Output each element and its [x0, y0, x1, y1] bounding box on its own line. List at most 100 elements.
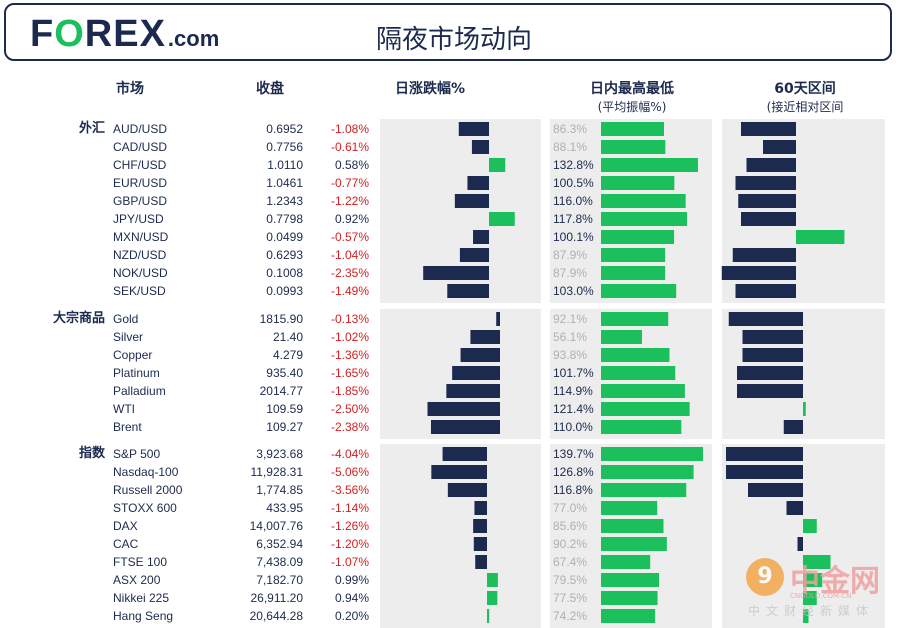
- intraday-range-bar: [601, 519, 664, 533]
- close-value: 14,007.76: [250, 519, 304, 533]
- instrument-name: NZD/USD: [113, 248, 167, 262]
- watermark-logo-icon: 9: [746, 558, 784, 596]
- range60-bar: [803, 402, 806, 416]
- daily-change-bar: [473, 230, 489, 244]
- instrument-name: ASX 200: [113, 573, 161, 587]
- intraday-range-label: 79.5%: [553, 573, 587, 587]
- daily-change-bar: [496, 312, 500, 326]
- intraday-range-bar: [601, 158, 698, 172]
- intraday-range-label: 87.9%: [553, 248, 587, 262]
- daily-change-bar: [447, 284, 489, 298]
- intraday-range-bar: [601, 212, 687, 226]
- daily-change-bar: [471, 140, 489, 154]
- close-value: 1815.90: [260, 312, 304, 326]
- close-value: 2014.77: [260, 384, 304, 398]
- intraday-range-bar: [601, 366, 676, 380]
- header-banner: FOREX.com 隔夜市场动向: [4, 3, 892, 61]
- instrument-name: Palladium: [113, 384, 166, 398]
- intraday-range-label: 126.8%: [553, 465, 594, 479]
- change-value: -1.26%: [331, 519, 369, 533]
- close-value: 11,928.31: [251, 465, 304, 479]
- daily-change-bar: [423, 266, 489, 280]
- intraday-range-bar: [601, 266, 666, 280]
- change-value: -1.04%: [331, 248, 369, 262]
- close-value: 0.1008: [266, 266, 303, 280]
- change-value: -2.50%: [331, 402, 369, 416]
- intraday-range-label: 90.2%: [553, 537, 587, 551]
- intraday-range-bar: [601, 555, 651, 569]
- change-value: 0.58%: [335, 158, 369, 172]
- close-value: 7,438.09: [256, 555, 303, 569]
- intraday-range-label: 117.8%: [553, 212, 593, 226]
- close-value: 20,644.28: [250, 609, 304, 623]
- change-value: -1.08%: [331, 122, 369, 136]
- intraday-range-label: 114.9%: [553, 384, 593, 398]
- intraday-range-bar: [601, 465, 694, 479]
- daily-change-bar: [473, 537, 487, 551]
- instrument-name: DAX: [113, 519, 138, 533]
- intraday-range-bar: [601, 420, 682, 434]
- close-value: 109.59: [266, 402, 303, 416]
- close-value: 0.7756: [266, 140, 303, 154]
- daily-change-bar: [487, 573, 498, 587]
- range60-bar: [742, 330, 803, 344]
- column-subheader-60day-range: (接近相对区间: [766, 100, 844, 114]
- close-value: 109.27: [266, 420, 303, 434]
- instrument-name: Nikkei 225: [113, 591, 169, 605]
- range60-bar: [726, 465, 803, 479]
- range60-bar: [803, 519, 817, 533]
- close-value: 0.6952: [266, 122, 303, 136]
- intraday-range-bar: [601, 537, 667, 551]
- change-value: -1.65%: [331, 366, 369, 380]
- instrument-name: Nasdaq-100: [113, 465, 179, 479]
- change-value: -0.61%: [331, 140, 369, 154]
- instrument-name: Russell 2000: [113, 483, 183, 497]
- intraday-range-label: 93.8%: [553, 348, 587, 362]
- watermark: 9 中金网 CNGOLD.COM.CN 中文财经新媒体: [746, 552, 896, 622]
- daily-change-bar: [489, 158, 506, 172]
- close-value: 26,911.20: [251, 591, 304, 605]
- instrument-name: NOK/USD: [113, 266, 168, 280]
- intraday-range-bar: [601, 330, 642, 344]
- intraday-range-label: 77.0%: [553, 501, 587, 515]
- close-value: 21.40: [273, 330, 303, 344]
- instrument-name: WTI: [113, 402, 135, 416]
- close-value: 4.279: [273, 348, 303, 362]
- instrument-name: CHF/USD: [113, 158, 167, 172]
- range60-bar: [797, 537, 803, 551]
- daily-change-bar: [470, 330, 500, 344]
- change-value: -1.85%: [331, 384, 369, 398]
- close-value: 433.95: [266, 501, 303, 515]
- intraday-range-bar: [601, 609, 656, 623]
- range60-bar: [763, 140, 796, 154]
- instrument-name: STOXX 600: [113, 501, 177, 515]
- range60-bar: [741, 212, 796, 226]
- daily-change-bar: [474, 501, 487, 515]
- intraday-range-label: 116.0%: [553, 194, 593, 208]
- intraday-range-bar: [601, 573, 660, 587]
- daily-change-bar: [487, 591, 498, 605]
- intraday-range-label: 74.2%: [553, 609, 587, 623]
- watermark-tagline: 中文财经新媒体: [748, 604, 875, 618]
- instrument-name: CAC: [113, 537, 139, 551]
- daily-change-bar: [454, 194, 489, 208]
- intraday-range-bar: [601, 447, 703, 461]
- change-value: -2.35%: [331, 266, 369, 280]
- change-value: 0.92%: [335, 212, 369, 226]
- change-value: -1.49%: [331, 284, 369, 298]
- change-value: 0.20%: [335, 609, 369, 623]
- range60-bar: [726, 447, 803, 461]
- column-header-60day-range: 60天区间: [774, 81, 836, 97]
- group-label: 指数: [79, 445, 106, 460]
- close-value: 1.2343: [266, 194, 303, 208]
- close-value: 7,182.70: [256, 573, 303, 587]
- intraday-range-label: 100.5%: [553, 176, 594, 190]
- intraday-range-bar: [601, 248, 666, 262]
- daily-change-bar: [447, 483, 487, 497]
- intraday-range-label: 92.1%: [553, 312, 587, 326]
- intraday-range-label: 85.6%: [553, 519, 587, 533]
- page-title: 隔夜市场动向: [376, 25, 533, 55]
- range60-bar: [796, 230, 845, 244]
- daily-change-bar: [473, 519, 487, 533]
- daily-change-bar: [459, 248, 489, 262]
